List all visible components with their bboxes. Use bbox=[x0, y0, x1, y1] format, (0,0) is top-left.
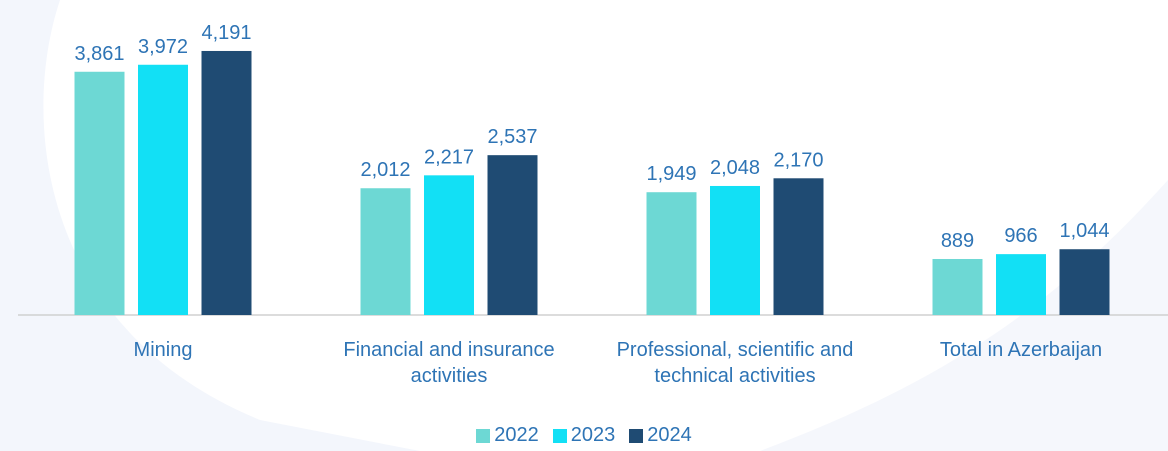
value-label: 4,191 bbox=[201, 22, 251, 44]
value-label: 2,048 bbox=[710, 157, 760, 179]
bar bbox=[487, 155, 538, 315]
bar bbox=[996, 254, 1046, 315]
legend-label: 2022 bbox=[494, 424, 539, 446]
bar bbox=[1059, 249, 1110, 315]
legend-swatch bbox=[476, 428, 491, 443]
value-label: 2,170 bbox=[773, 149, 823, 171]
legend-item: 2022 bbox=[476, 424, 539, 447]
value-label: 2,012 bbox=[360, 159, 410, 181]
legend-label: 2024 bbox=[647, 424, 692, 446]
bar bbox=[646, 192, 697, 315]
background-swoosh bbox=[0, 0, 420, 451]
legend-item: 2024 bbox=[629, 424, 692, 447]
value-label: 2,217 bbox=[424, 146, 474, 168]
bar bbox=[710, 185, 760, 315]
value-label: 889 bbox=[941, 230, 974, 252]
value-label: 1,044 bbox=[1059, 220, 1109, 242]
x-tick-label: Total in Azerbaijan bbox=[939, 339, 1103, 361]
value-label: 966 bbox=[1004, 225, 1037, 247]
legend-item: 2023 bbox=[552, 424, 616, 447]
background-swoosh bbox=[760, 180, 1168, 451]
bar bbox=[360, 188, 411, 315]
x-tick-label: Mining bbox=[133, 339, 193, 361]
value-label: 3,861 bbox=[74, 43, 124, 65]
legend-swatch bbox=[629, 428, 644, 443]
x-tick-label: Financial and insurance activities bbox=[343, 339, 555, 387]
bar bbox=[424, 175, 474, 315]
bar bbox=[932, 258, 983, 315]
bar bbox=[74, 71, 125, 315]
bar bbox=[773, 178, 824, 315]
bar bbox=[201, 50, 252, 315]
legend-swatch bbox=[552, 428, 567, 443]
legend: 2022 2023 2024 bbox=[0, 424, 1168, 447]
value-label: 1,949 bbox=[646, 163, 696, 185]
value-label: 2,537 bbox=[487, 126, 537, 148]
value-label: 3,972 bbox=[138, 36, 188, 58]
bar bbox=[138, 64, 188, 315]
legend-label: 2023 bbox=[570, 424, 616, 446]
x-tick-label: Professional, scientific and technical a… bbox=[616, 339, 854, 387]
